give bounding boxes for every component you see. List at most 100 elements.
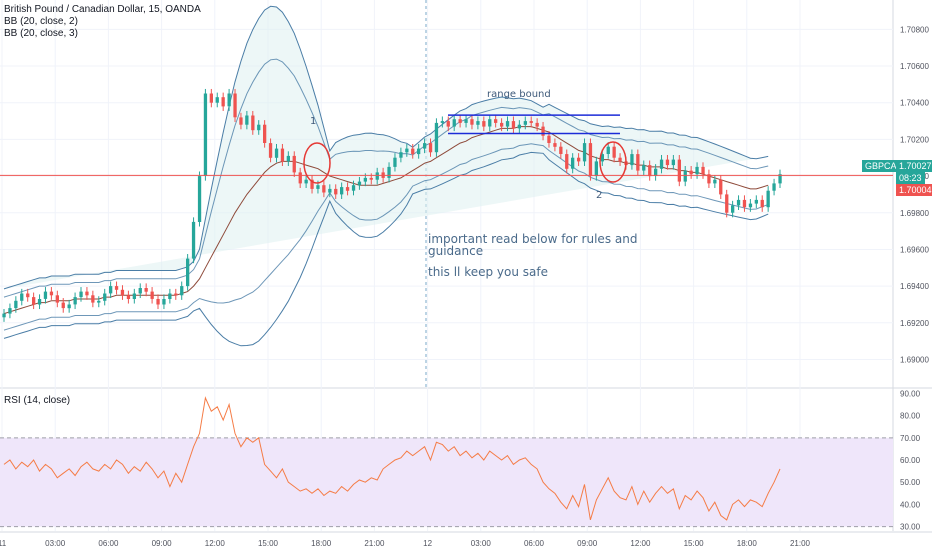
candle-body [132, 293, 136, 299]
bb2-upper-line [3, 58, 769, 298]
candle-body [156, 299, 160, 305]
time-tick-label: 21:00 [790, 539, 811, 548]
point-2-label: 2 [596, 190, 603, 201]
rsi-tick-label: 70.00 [900, 434, 921, 443]
time-tick-label: 11 [0, 539, 7, 548]
candle-body [304, 179, 308, 184]
candle-body [227, 93, 231, 107]
candle-body [43, 291, 48, 299]
bb-basis-line [3, 126, 769, 315]
bb3-upper-line [3, 5, 769, 290]
price-tick-label: 1.70400 [900, 99, 929, 108]
candle-body [440, 121, 444, 123]
candle-body [215, 97, 219, 103]
bb3-lower-line [3, 151, 769, 347]
candle-body [742, 199, 747, 208]
candle-body [588, 143, 593, 177]
rsi-tick-label: 40.00 [900, 500, 921, 509]
time-tick-label: 21:00 [364, 539, 385, 548]
candle-body [494, 119, 498, 123]
candle-body [748, 203, 753, 208]
rsi-tick-label: 60.00 [900, 456, 921, 465]
time-tick-label: 15:00 [684, 539, 705, 548]
price-tick-label: 1.70600 [900, 62, 929, 71]
candle-body [488, 119, 492, 127]
candle-body [150, 291, 154, 299]
candle-body [695, 166, 699, 175]
candle-body [221, 97, 225, 107]
ticker-price-tag: 1.70027 [896, 160, 932, 172]
candle-body [630, 154, 634, 166]
candle-body [731, 205, 735, 213]
candle-body [535, 122, 539, 127]
candle-body [648, 165, 652, 177]
candle-body [37, 299, 42, 305]
point-1-label: 1 [310, 116, 317, 127]
candle-body [772, 183, 776, 191]
candle-body [26, 293, 30, 298]
ticker-countdown-tag: 08:23 [896, 172, 925, 184]
candle-body [191, 221, 196, 259]
ticker-symbol-tag: GBPCAD [862, 160, 907, 172]
bb2-lower-line [3, 143, 769, 331]
candle-body [665, 159, 670, 166]
candle-body [434, 122, 439, 153]
circle-highlight-1 [303, 142, 331, 184]
range-bound-label: range bound [487, 89, 551, 100]
candle-body [233, 93, 237, 118]
candle-body [582, 143, 587, 162]
candle-body [701, 166, 705, 175]
candle-body [754, 199, 758, 204]
rsi-band [0, 437, 893, 527]
bb2-legend: BB (20, close, 3) [4, 28, 78, 39]
candle-body [517, 124, 521, 129]
candle-body [351, 185, 356, 191]
candle-body [659, 159, 664, 169]
candle-body [280, 148, 285, 162]
rsi-line [3, 396, 781, 521]
price-tick-label: 1.69600 [900, 245, 929, 254]
candle-body [316, 185, 320, 189]
candle-body [369, 177, 373, 180]
candle-body [577, 157, 581, 162]
time-tick-label: 09:00 [152, 539, 173, 548]
candle-body [2, 313, 6, 318]
candle-body [286, 155, 290, 162]
candle-body [654, 168, 658, 176]
candle-body [61, 302, 65, 309]
price-tick-label: 1.69800 [900, 209, 929, 218]
candle-body [203, 93, 208, 176]
candle-body [292, 155, 296, 173]
candle-body [197, 176, 202, 222]
candle-body [571, 157, 575, 169]
note-rules: important read below for rules and guida… [428, 232, 638, 258]
candle-body [458, 119, 462, 123]
rsi-tick-label: 30.00 [900, 523, 921, 532]
candle-body [707, 174, 711, 184]
candle-body [677, 159, 681, 182]
candle-body [482, 121, 486, 127]
candle-body [476, 121, 480, 125]
rsi-legend: RSI (14, close) [4, 395, 71, 406]
candle-body [766, 190, 770, 208]
circle-highlight-2 [599, 141, 627, 183]
price-tick-label: 1.70200 [900, 135, 929, 144]
candle-body [251, 115, 255, 131]
candle-body [257, 124, 261, 131]
time-tick-label: 09:00 [577, 539, 598, 548]
candle-body [452, 119, 456, 127]
time-tick-label: 18:00 [737, 539, 758, 548]
candle-body [594, 161, 598, 177]
candle-body [345, 187, 350, 191]
candle-body [174, 293, 178, 296]
candle-body [411, 148, 415, 155]
candle-body [357, 181, 362, 186]
candle-body [642, 165, 646, 171]
candle-body [523, 121, 527, 125]
candle-body [683, 170, 687, 182]
time-tick-label: 03:00 [471, 539, 492, 548]
candle-body [464, 119, 468, 123]
time-tick-label: 06:00 [524, 539, 545, 548]
candle-body [618, 157, 622, 162]
